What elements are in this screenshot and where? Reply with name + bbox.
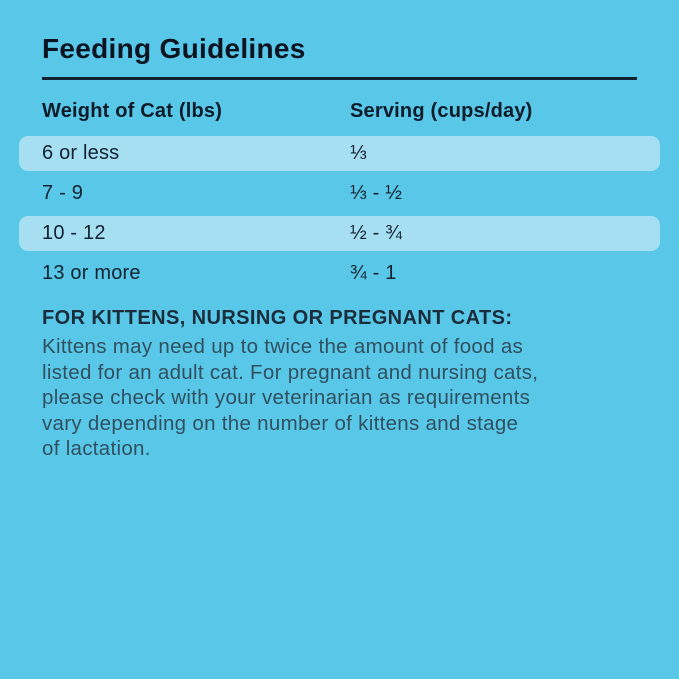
table-row: 13 or more ¾ - 1 [19, 256, 660, 291]
weight-cell: 13 or more [42, 262, 141, 284]
page-title: Feeding Guidelines [42, 33, 306, 64]
table-row: 10 - 12 ½ - ¾ [19, 216, 660, 251]
table-row: 7 - 9 ⅓ - ½ [19, 176, 660, 211]
title-underline [42, 77, 637, 80]
serving-cell: ⅓ [350, 142, 367, 164]
kittens-note-body: Kittens may need up to twice the amount … [42, 334, 538, 462]
column-header-weight: Weight of Cat (lbs) [42, 100, 223, 122]
kittens-note-heading: FOR KITTENS, NURSING OR PREGNANT CATS: [42, 307, 513, 329]
weight-cell: 6 or less [42, 142, 120, 164]
table-row: 6 or less ⅓ [19, 136, 660, 171]
note-line: vary depending on the number of kittens … [42, 411, 519, 435]
weight-cell: 10 - 12 [42, 222, 106, 244]
serving-cell: ¾ - 1 [350, 262, 397, 284]
note-line: please check with your veterinarian as r… [42, 386, 531, 409]
note-line: Kittens may need up to twice the amount … [42, 335, 524, 358]
note-line: listed for an adult cat. For pregnant an… [42, 360, 539, 384]
column-header-serving: Serving (cups/day) [350, 100, 533, 122]
serving-cell: ½ - ¾ [350, 222, 403, 244]
note-line: of lactation. [42, 437, 151, 460]
weight-cell: 7 - 9 [42, 182, 84, 204]
serving-cell: ⅓ - ½ [350, 182, 403, 204]
